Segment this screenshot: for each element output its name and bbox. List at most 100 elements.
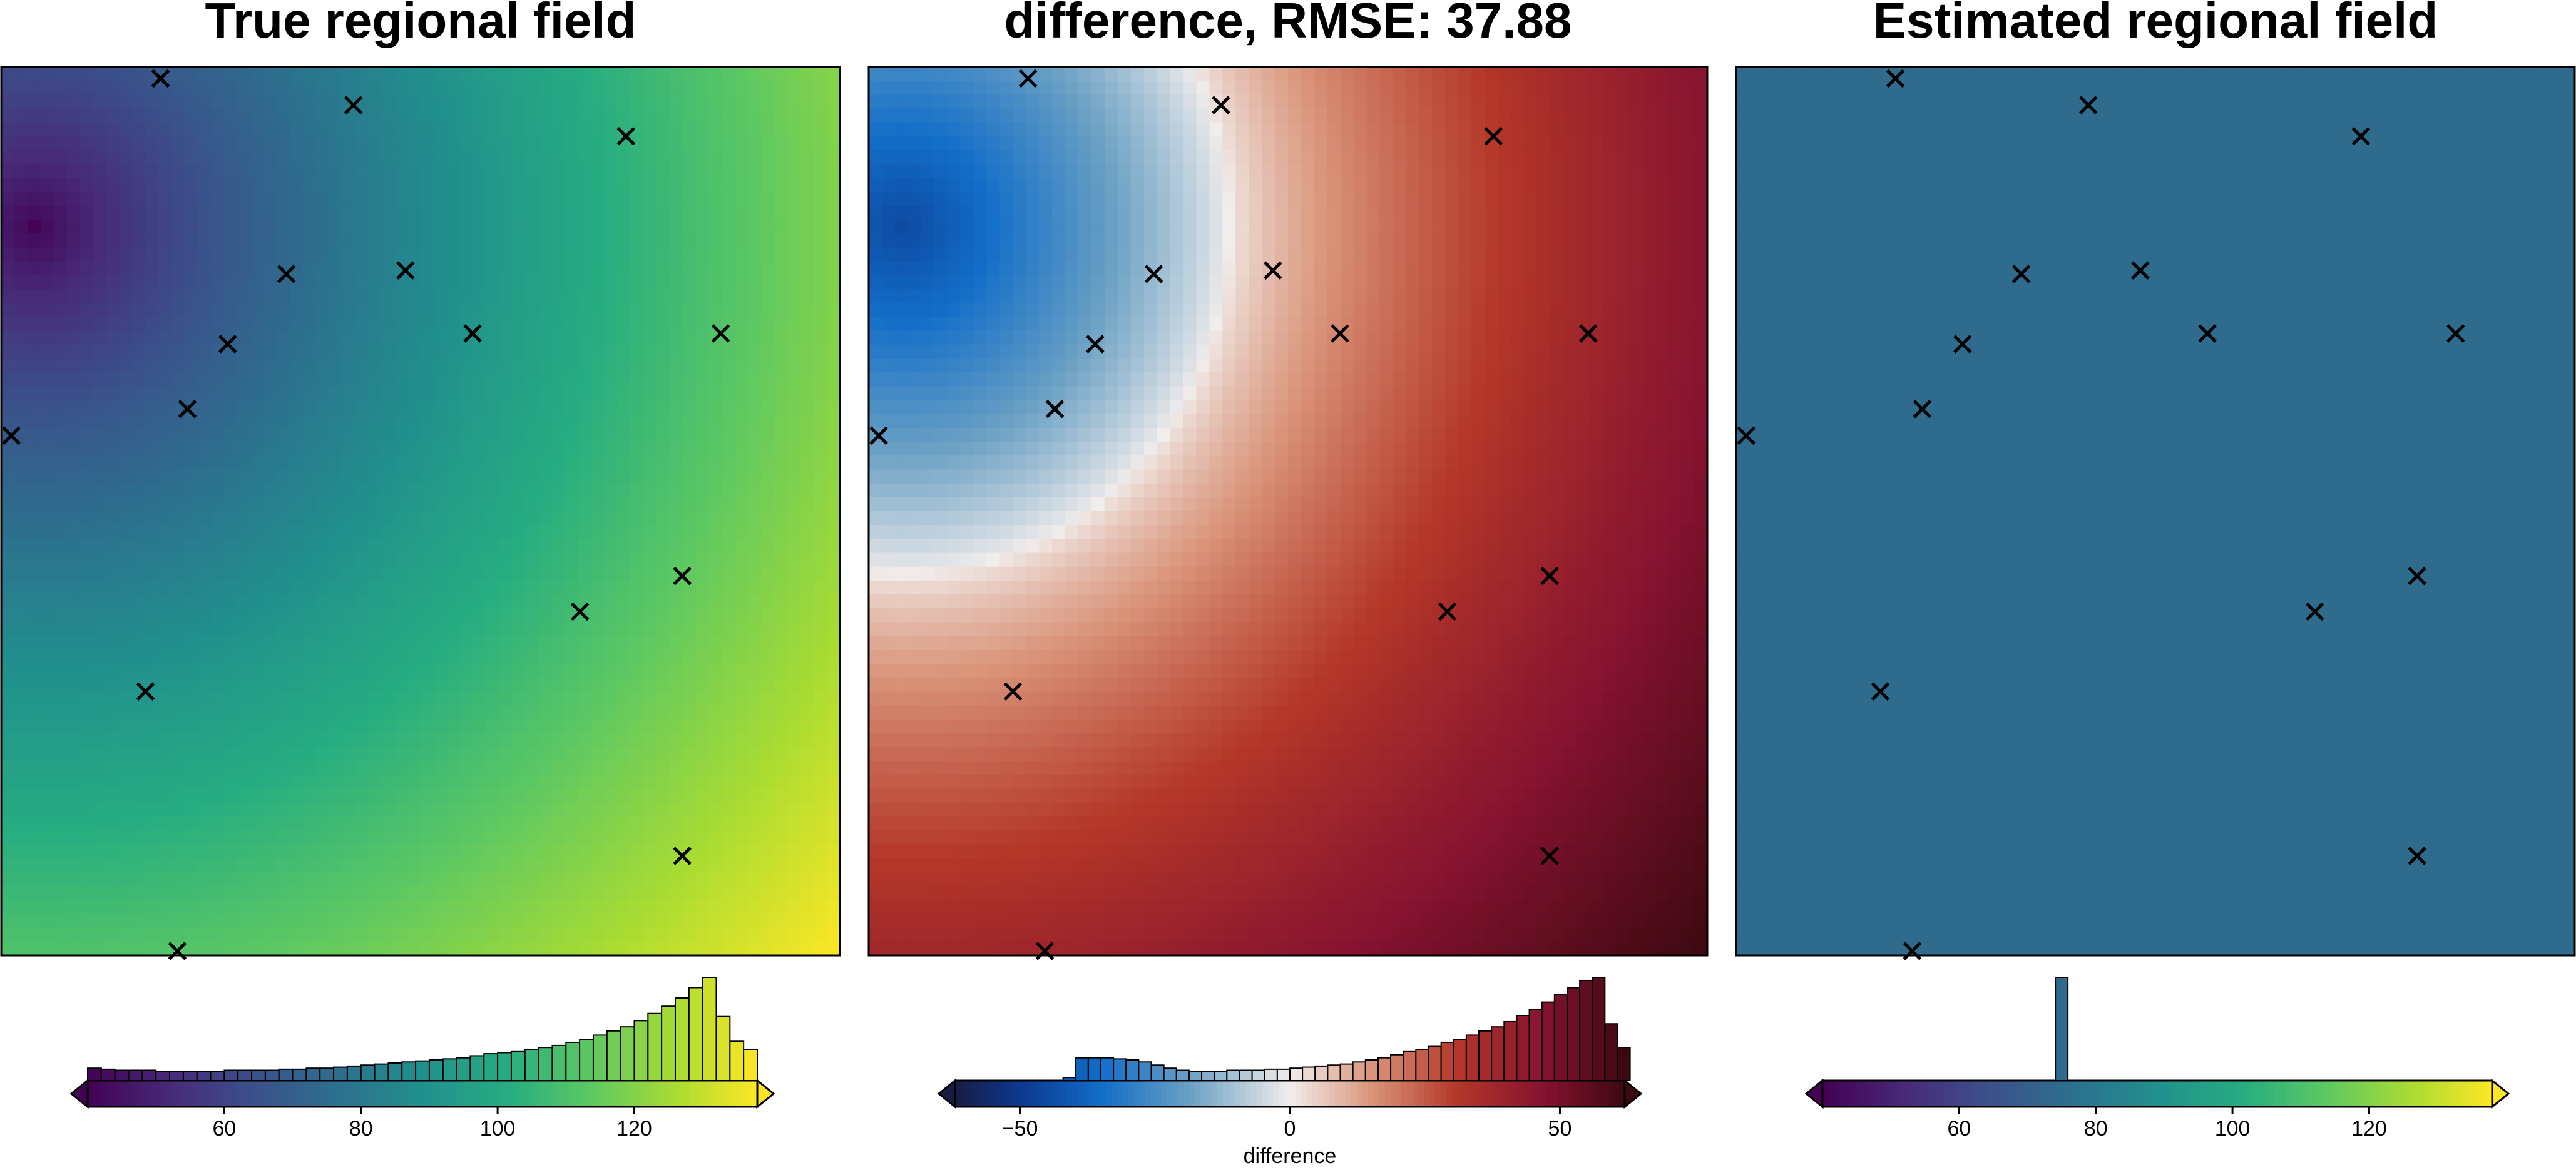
colorbar-segment	[355, 1081, 362, 1107]
field-cell	[1458, 108, 1472, 123]
field-cell	[1039, 94, 1053, 109]
field-cell	[368, 191, 382, 206]
field-cell	[40, 358, 54, 373]
field-cell	[827, 220, 841, 234]
field-cell	[1078, 94, 1092, 109]
field-cell	[289, 941, 304, 956]
field-cell	[27, 344, 41, 359]
field-cell	[171, 649, 185, 664]
field-cell	[79, 233, 94, 248]
field-cell	[1, 747, 15, 761]
field-cell	[735, 191, 749, 206]
field-cell	[1026, 136, 1040, 151]
field-cell	[329, 775, 342, 790]
field-cell	[538, 913, 552, 928]
field-cell	[446, 344, 461, 359]
field-cell	[1379, 150, 1394, 165]
field-cell	[1, 275, 15, 290]
field-cell	[40, 497, 54, 512]
field-cell	[315, 788, 330, 803]
field-cell	[119, 344, 133, 359]
field-cell	[289, 872, 304, 887]
field-cell	[40, 94, 54, 109]
field-cell	[695, 261, 710, 276]
field-cell	[827, 802, 841, 817]
field-cell	[604, 108, 618, 123]
field-cell	[814, 608, 827, 623]
field-cell	[604, 122, 618, 137]
field-cell	[79, 344, 94, 359]
field-cell	[538, 469, 552, 484]
field-cell	[787, 81, 801, 95]
field-cell	[145, 275, 159, 290]
field-cell	[14, 483, 28, 498]
field-cell	[407, 205, 421, 220]
field-cell	[79, 122, 94, 137]
field-cell	[171, 414, 185, 429]
field-cell	[459, 386, 474, 401]
field-cell	[106, 872, 120, 887]
colorbar-segment	[327, 1081, 334, 1107]
field-cell	[499, 802, 513, 817]
field-cell	[1550, 67, 1564, 81]
field-cell	[315, 927, 330, 942]
field-cell	[276, 664, 290, 678]
field-cell	[499, 400, 513, 415]
field-cell	[473, 358, 487, 373]
field-cell	[761, 566, 775, 581]
field-cell	[708, 886, 723, 900]
field-cell	[1065, 191, 1079, 206]
field-cell	[551, 344, 565, 359]
histogram-bar	[100, 1068, 116, 1081]
field-cell	[643, 747, 657, 761]
field-cell	[394, 649, 408, 664]
field-cell	[171, 164, 185, 179]
field-cell	[145, 816, 159, 831]
field-cell	[433, 858, 447, 873]
field-cell	[656, 525, 670, 539]
field-cell	[1, 427, 15, 442]
field-cell	[132, 552, 146, 567]
field-cell	[525, 289, 539, 303]
field-cell	[171, 747, 185, 761]
colorbar-segment	[612, 1081, 618, 1107]
field-cell	[459, 788, 474, 803]
field-cell	[695, 205, 710, 220]
field-cell	[276, 830, 290, 845]
field-cell	[185, 94, 198, 109]
field-cell	[669, 719, 683, 734]
field-cell	[276, 539, 290, 554]
field-cell	[735, 178, 749, 193]
field-cell	[814, 719, 827, 734]
field-cell	[263, 108, 277, 123]
colorbar-segment	[752, 1081, 758, 1107]
field-cell	[198, 205, 212, 220]
field-cell	[394, 525, 408, 539]
field-cell	[473, 649, 487, 664]
field-cell	[591, 455, 605, 471]
field-cell	[237, 844, 251, 859]
field-cell	[499, 566, 513, 581]
field-cell	[119, 678, 133, 693]
field-cell	[604, 844, 618, 859]
field-cell	[800, 427, 814, 442]
field-cell	[381, 108, 395, 123]
field-cell	[617, 872, 631, 887]
field-cell	[512, 664, 526, 678]
field-cell	[250, 122, 264, 137]
field-cell	[1117, 178, 1132, 193]
field-cell	[459, 622, 474, 637]
field-cell	[499, 552, 513, 567]
field-cell	[1642, 108, 1655, 123]
field-cell	[1655, 67, 1669, 81]
field-cell	[525, 622, 539, 637]
field-cell	[1091, 67, 1105, 81]
field-cell	[79, 913, 94, 928]
field-cell	[53, 886, 68, 900]
field-cell	[800, 233, 814, 248]
field-cell	[158, 414, 172, 429]
field-cell	[735, 94, 749, 109]
histogram-bar	[674, 997, 690, 1081]
histogram-bar	[182, 1071, 198, 1082]
field-cell	[211, 788, 225, 803]
